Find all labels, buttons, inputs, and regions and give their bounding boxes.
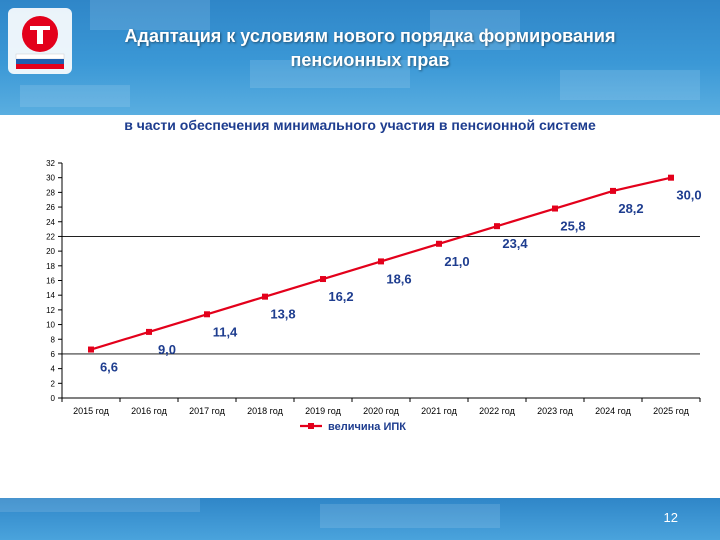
x-tick-label-0: 2015 год bbox=[73, 406, 109, 416]
data-label-1: 9,0 bbox=[158, 342, 176, 357]
x-tick-label-7: 2022 год bbox=[479, 406, 515, 416]
y-tick-label-4: 8 bbox=[51, 335, 56, 344]
legend-label: величина ИПК bbox=[328, 421, 406, 433]
y-tick-label-6: 12 bbox=[46, 306, 55, 315]
data-point-10 bbox=[668, 174, 674, 181]
data-label-10: 30,0 bbox=[676, 188, 701, 203]
slide-title-line-2: пенсионных прав bbox=[290, 50, 450, 70]
data-label-0: 6,6 bbox=[100, 360, 118, 375]
y-tick-label-7: 14 bbox=[46, 291, 55, 300]
x-tick-label-4: 2019 год bbox=[305, 406, 341, 416]
data-label-8: 25,8 bbox=[560, 219, 585, 234]
y-tick-label-1: 2 bbox=[51, 379, 56, 388]
data-point-7 bbox=[494, 223, 500, 230]
data-point-0 bbox=[88, 346, 94, 353]
data-point-6 bbox=[436, 240, 442, 247]
slide-title-line-1: Адаптация к условиям нового порядка форм… bbox=[124, 26, 616, 46]
y-tick-label-3: 6 bbox=[51, 350, 56, 359]
y-tick-label-15: 30 bbox=[46, 174, 55, 183]
data-label-6: 21,0 bbox=[444, 254, 469, 269]
data-label-9: 28,2 bbox=[618, 201, 643, 216]
data-label-5: 18,6 bbox=[386, 271, 411, 286]
slide-number: 12 bbox=[663, 510, 678, 525]
data-point-5 bbox=[378, 258, 384, 265]
y-tick-label-12: 24 bbox=[46, 218, 55, 227]
pfr-logo bbox=[8, 8, 72, 74]
data-point-8 bbox=[552, 205, 558, 212]
slide-header: Адаптация к условиям нового порядка форм… bbox=[0, 0, 720, 115]
data-point-2 bbox=[204, 311, 210, 318]
slide-title: Адаптация к условиям нового порядка форм… bbox=[80, 24, 660, 72]
y-tick-label-14: 28 bbox=[46, 188, 55, 197]
data-point-9 bbox=[610, 187, 616, 194]
data-point-4 bbox=[320, 276, 326, 283]
x-tick-label-5: 2020 год bbox=[363, 406, 399, 416]
data-label-7: 23,4 bbox=[502, 236, 528, 251]
x-tick-label-1: 2016 год bbox=[131, 406, 167, 416]
x-tick-label-8: 2023 год bbox=[537, 406, 573, 416]
slide-footer: 12 bbox=[0, 498, 720, 540]
y-tick-label-0: 0 bbox=[51, 394, 56, 403]
data-label-2: 11,4 bbox=[213, 324, 238, 339]
x-tick-label-9: 2024 год bbox=[595, 406, 631, 416]
y-tick-label-11: 22 bbox=[46, 232, 55, 241]
y-tick-label-5: 10 bbox=[46, 321, 55, 330]
x-tick-label-3: 2018 год bbox=[247, 406, 283, 416]
y-tick-label-13: 26 bbox=[46, 203, 55, 212]
data-label-4: 16,2 bbox=[328, 289, 353, 304]
legend-marker bbox=[308, 423, 314, 429]
x-tick-label-10: 2025 год bbox=[653, 406, 689, 416]
y-tick-label-8: 16 bbox=[46, 277, 55, 286]
data-point-3 bbox=[262, 293, 268, 300]
y-tick-label-2: 4 bbox=[51, 365, 56, 374]
x-tick-label-2: 2017 год bbox=[189, 406, 225, 416]
data-point-1 bbox=[146, 328, 152, 335]
y-tick-label-10: 20 bbox=[46, 247, 55, 256]
x-tick-label-6: 2021 год bbox=[421, 406, 457, 416]
data-label-3: 13,8 bbox=[270, 307, 295, 322]
chart-subtitle: в части обеспечения минимального участия… bbox=[124, 117, 596, 133]
y-tick-label-16: 32 bbox=[46, 159, 55, 168]
y-tick-label-9: 18 bbox=[46, 262, 55, 271]
